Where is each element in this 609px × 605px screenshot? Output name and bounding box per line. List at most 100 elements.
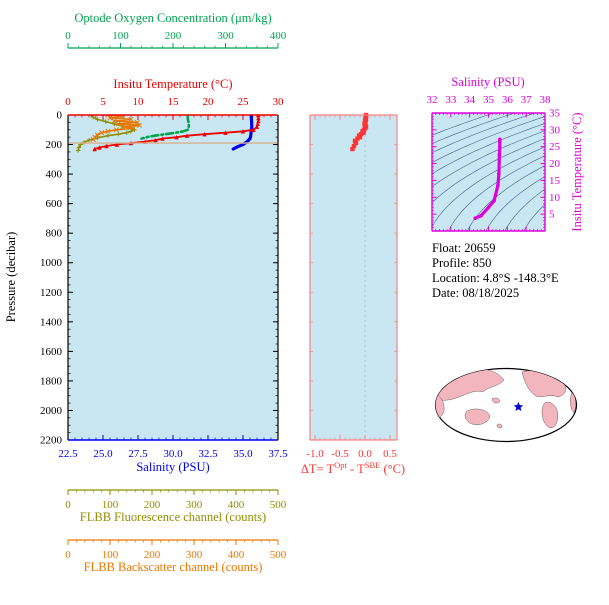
pressure-tick-label: 1400: [40, 316, 63, 328]
marker: [357, 135, 363, 140]
info-float: Float: 20659: [432, 241, 496, 255]
pressure-tick-label: 1600: [40, 346, 63, 358]
tick-label: 300: [186, 499, 203, 511]
tick-label: 500: [270, 549, 287, 561]
salinity-tick-label: 27.5: [128, 448, 148, 460]
info-date: Date: 08/18/2025: [432, 286, 519, 300]
ts-curve: [473, 137, 502, 220]
marker: [99, 130, 105, 136]
density-contour-line: [432, 116, 545, 163]
ts-temperature-tick-label: 15: [549, 175, 561, 187]
series-oxygen: [140, 115, 191, 140]
marker: [251, 127, 256, 132]
marker: [497, 171, 501, 176]
marker: [353, 140, 359, 146]
oxygen-axis-label: Optode Oxygen Concentration (μm/kg): [74, 11, 271, 25]
pressure-tick-label: 1200: [40, 287, 63, 299]
marker: [255, 121, 260, 127]
ts-salinity-tick-label: 37: [521, 94, 533, 106]
marker: [160, 136, 165, 141]
tick-label: 100: [102, 499, 119, 511]
pressure-tick-label: 600: [46, 198, 63, 210]
salinity-tick-label: 22.5: [58, 448, 78, 460]
density-contour-line: [504, 188, 545, 231]
tick-label: 500: [270, 499, 287, 511]
pressure-axis-label: Pressure (decibar): [4, 232, 18, 323]
temperature-axis-label: Insitu Temperature (°C): [113, 77, 232, 91]
pressure-tick-label: 400: [46, 169, 63, 181]
delta-label-sup: SBE: [365, 460, 381, 470]
marker: [184, 133, 190, 138]
temperature-tick-label: 30: [273, 96, 285, 108]
temperature-tick-label: 5: [100, 96, 106, 108]
continent: [464, 408, 491, 425]
marker: [240, 129, 246, 134]
ts-salinity-tick-label: 33: [445, 94, 457, 106]
density-contour-line: [467, 165, 545, 231]
delta-plot-area: [310, 115, 397, 440]
tick-label: 200: [144, 499, 161, 511]
marker: [120, 124, 126, 130]
backscatter-axis-label: FLBB Backscatter channel (counts): [84, 560, 263, 574]
marker: [111, 118, 117, 124]
marker: [115, 121, 121, 127]
ts-temperature-tick-label: 25: [549, 141, 561, 153]
density-contour-line: [432, 123, 545, 174]
marker: [355, 136, 360, 141]
series-delta: [350, 112, 369, 152]
marker: [498, 144, 502, 149]
delta-tick-label: -0.5: [331, 448, 349, 460]
delta-tick-label: 0.0: [358, 448, 372, 460]
marker: [254, 124, 260, 129]
salinity-tick-label: 32.5: [198, 448, 218, 460]
info-location: Location: 4.8°S -148.3°E: [432, 271, 559, 285]
series-backscatter: [90, 115, 142, 142]
delta-tick-label: -1.0: [306, 448, 324, 460]
continent: [541, 401, 559, 428]
density-contour-line: [432, 146, 545, 227]
marker: [497, 153, 502, 157]
marker: [128, 116, 134, 122]
salinity-axis-label: Salinity (PSU): [136, 460, 209, 474]
marker: [223, 130, 228, 135]
tick-label: 0: [65, 499, 71, 511]
density-contour-line: [448, 155, 545, 231]
pressure-tick-label: 800: [46, 228, 63, 240]
marker: [90, 136, 96, 142]
series-salinity: [231, 115, 254, 151]
ts-salinity-tick-label: 36: [502, 94, 514, 106]
marker: [97, 145, 102, 150]
marker: [492, 198, 496, 203]
marker: [153, 137, 158, 143]
marker: [486, 205, 491, 210]
tick-label: 300: [186, 549, 203, 561]
marker: [130, 125, 136, 131]
series-line-oxygen: [140, 115, 191, 140]
marker: [134, 119, 140, 125]
temperature-tick-label: 20: [203, 96, 215, 108]
marker: [107, 115, 113, 121]
plot-layers: 0200400600800100012001400160018002000220…: [40, 30, 578, 561]
temperature-tick-label: 10: [133, 96, 145, 108]
pressure-tick-label: 2000: [40, 405, 63, 417]
delta-tick-label: 0.5: [383, 448, 397, 460]
ts-salinity-axis-label: Salinity (PSU): [451, 75, 524, 89]
marker: [479, 214, 483, 218]
tick-label: 300: [217, 30, 234, 42]
marker: [92, 146, 97, 152]
ts-temperature-axis-label: Insitu Temperature (°C): [570, 112, 584, 231]
tick-label: 200: [165, 30, 182, 42]
marker: [104, 143, 109, 149]
ts-temperature-tick-label: 20: [549, 158, 561, 170]
tick-label: 400: [228, 499, 245, 511]
marker: [256, 118, 261, 124]
info-profile: Profile: 850: [432, 256, 491, 270]
marker: [105, 115, 109, 118]
tick-label: 100: [112, 30, 129, 42]
marker: [202, 132, 207, 137]
temperature-tick-label: 25: [238, 96, 250, 108]
pressure-tick-label: 0: [57, 110, 63, 122]
density-contour-line: [432, 113, 516, 144]
density-contours: [432, 113, 545, 231]
